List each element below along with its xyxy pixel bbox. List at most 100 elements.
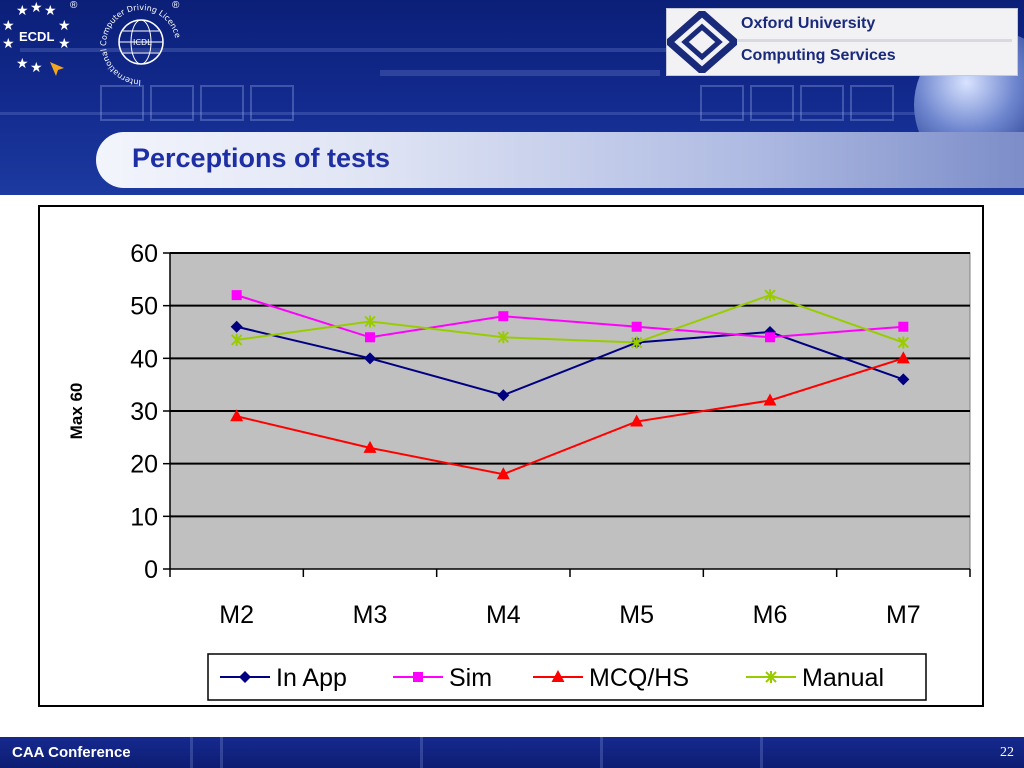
y-tick-label: 50	[130, 293, 158, 321]
svg-text:★: ★	[2, 36, 15, 52]
oucs-divider	[737, 39, 1012, 42]
circuit-chip	[250, 85, 294, 121]
registered-mark: ®	[70, 0, 78, 11]
circuit-line	[380, 70, 660, 76]
data-point	[765, 671, 777, 683]
circuit-chip	[150, 85, 194, 121]
circuit-line	[20, 48, 1020, 52]
ecdl-logo: ★ ★ ★ ★ ★ ★ ★ ★ ★	[2, 0, 71, 76]
data-point	[413, 672, 423, 682]
circuit-chip	[100, 85, 144, 121]
legend-label: In App	[276, 664, 347, 692]
data-point	[896, 351, 910, 364]
y-axis-label: Max 60	[67, 383, 86, 440]
footer-bar: CAA Conference 22	[0, 737, 1024, 768]
series-manual	[230, 289, 910, 349]
legend-label: MCQ/HS	[589, 664, 689, 692]
legend-item: MCQ/HS	[533, 664, 689, 692]
x-tick-label: M7	[886, 601, 921, 629]
slide-number: 22	[1000, 745, 1014, 760]
data-point	[363, 440, 377, 453]
oucs-logo: Oxford University Computing Services	[666, 8, 1018, 76]
legend-item: Manual	[746, 664, 884, 692]
legend: In App Sim MCQ/HS Manual	[207, 653, 927, 701]
circuit-chip	[800, 85, 844, 121]
data-point	[496, 467, 510, 480]
y-tick-label: 40	[130, 345, 158, 373]
series-line	[236, 294, 904, 339]
data-point	[231, 290, 242, 301]
x-tick-label: M5	[619, 601, 654, 629]
data-point	[630, 336, 643, 349]
icdl-logo: International Computer Driving Licence I…	[99, 3, 182, 87]
registered-mark: ®	[172, 0, 180, 11]
data-point	[551, 670, 565, 682]
x-tick-label: M4	[486, 601, 521, 629]
footer-decoration	[760, 737, 763, 768]
data-point	[364, 352, 376, 365]
circuit-chip	[200, 85, 244, 121]
data-point	[364, 315, 376, 328]
y-tick-label: 60	[130, 240, 158, 268]
legend-item: Sim	[393, 664, 492, 692]
footer-decoration	[190, 737, 193, 768]
series-sim	[231, 290, 909, 343]
ecdl-logo-text: ECDL	[19, 29, 55, 44]
data-point	[897, 336, 910, 349]
data-point	[230, 333, 243, 346]
svg-text:★: ★	[30, 60, 43, 76]
data-point	[763, 393, 777, 406]
circuit-chip	[850, 85, 894, 121]
footer-decoration	[600, 737, 603, 768]
data-point	[497, 331, 510, 344]
legend-item: In App	[220, 664, 347, 692]
data-point	[764, 289, 776, 302]
circuit-chip	[700, 85, 744, 121]
org-name-line2: Computing Services	[741, 47, 896, 64]
series-line	[236, 357, 904, 476]
data-point	[365, 332, 375, 343]
gridlines	[170, 252, 970, 518]
footer-decoration	[220, 737, 223, 768]
svg-text:★: ★	[30, 0, 43, 16]
y-tick-label: 0	[144, 556, 158, 584]
data-point	[230, 320, 243, 333]
data-point	[631, 321, 642, 332]
y-tick-label: 10	[130, 503, 158, 531]
data-point	[498, 311, 509, 322]
legend-label: Manual	[802, 664, 884, 692]
series-mcq-hs	[230, 351, 910, 480]
legend-label: Sim	[449, 664, 492, 692]
org-name-line1: Oxford University	[741, 15, 876, 32]
svg-text:★: ★	[2, 18, 15, 34]
y-tick-label: 30	[130, 398, 158, 426]
oucs-diamond-icon	[667, 11, 737, 73]
axes: 0 10 20 30 40 50 60 M2 M3 M4 M5 M6 M7	[130, 240, 971, 629]
data-point	[239, 671, 251, 683]
data-point	[898, 321, 909, 332]
y-tick-label: 20	[130, 451, 158, 479]
circuit-chip	[750, 85, 794, 121]
svg-text:★: ★	[16, 56, 29, 72]
data-point	[765, 332, 775, 343]
series-line	[236, 294, 904, 344]
footer-conference-title: CAA Conference	[12, 744, 131, 761]
page-title: Perceptions of tests	[132, 143, 391, 173]
icdl-center-text: ICDL	[133, 38, 152, 47]
svg-text:★: ★	[58, 18, 71, 34]
line-chart: 0 10 20 30 40 50 60 M2 M3 M4 M5 M6 M7 Max 60 In App S…	[67, 240, 971, 701]
data-point	[630, 414, 644, 427]
data-point	[897, 373, 910, 386]
x-tick-label: M6	[753, 601, 788, 629]
x-tick-label: M2	[219, 601, 254, 629]
series-layer	[230, 289, 910, 480]
series-line	[236, 325, 904, 397]
x-tick-label: M3	[353, 601, 388, 629]
title-bar	[96, 132, 1024, 188]
data-point	[497, 389, 510, 402]
svg-text:★: ★	[16, 3, 29, 19]
svg-text:★: ★	[58, 36, 71, 52]
footer-decoration	[420, 737, 423, 768]
data-point	[230, 409, 244, 422]
svg-text:★: ★	[44, 3, 57, 19]
